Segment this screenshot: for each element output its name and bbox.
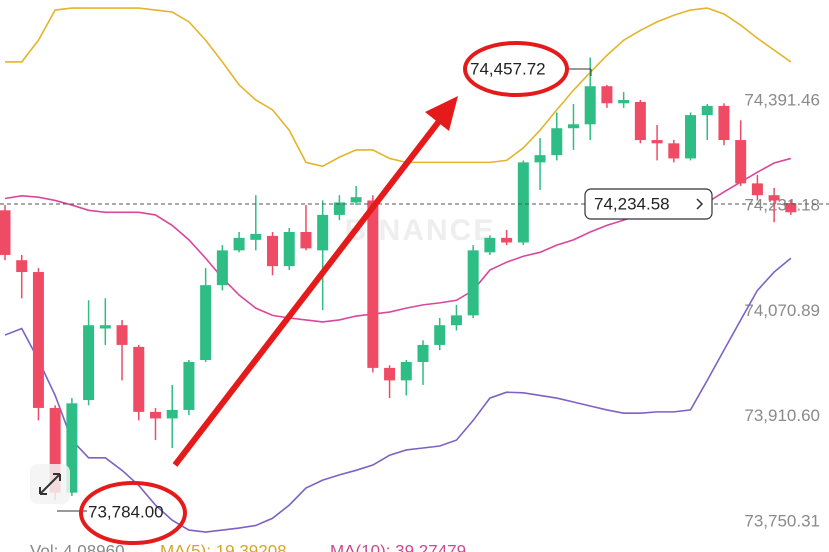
volume-text: Vol: 4.08960	[30, 541, 125, 552]
candle-body	[434, 325, 446, 345]
candle-body	[166, 409, 178, 419]
candle-body	[66, 403, 78, 493]
arrow-head	[425, 96, 458, 131]
candle-body	[233, 237, 245, 251]
candle-body	[534, 155, 546, 163]
chevron[interactable]	[696, 198, 704, 210]
candle-body	[450, 315, 462, 326]
candle-body	[718, 105, 730, 141]
candle-body	[785, 203, 797, 213]
candle-body	[133, 346, 145, 412]
candle-body	[183, 361, 195, 410]
candle-body	[417, 344, 429, 362]
y-tick-label: 74,231.18	[744, 196, 820, 215]
candle-body	[149, 411, 161, 419]
last-price-label[interactable]: 74,234.58	[594, 195, 670, 214]
volume-ma5: MA(5): 19.39208	[160, 541, 287, 552]
candle-body	[200, 285, 212, 361]
band-line	[5, 7, 792, 168]
candle-body	[300, 231, 312, 249]
candle-body	[16, 260, 28, 273]
lowest-label: 73,784.00	[88, 502, 164, 521]
candle-body	[685, 115, 697, 159]
candle-body	[32, 272, 44, 408]
candle-body	[735, 140, 747, 184]
y-tick-label: 73,910.60	[744, 406, 820, 425]
candle-body	[49, 407, 61, 493]
candle-body	[584, 86, 596, 125]
y-tick-label: 73,750.31	[744, 511, 820, 530]
candle-body	[0, 210, 11, 255]
candle-body	[467, 250, 479, 316]
expand-icon[interactable]	[39, 473, 61, 495]
candle-body	[634, 101, 646, 141]
candle-body	[99, 325, 111, 329]
trend-arrow	[172, 118, 443, 467]
candle-body	[333, 202, 345, 215]
candle-body	[567, 124, 579, 129]
candle-body	[116, 325, 128, 345]
highest-label: 74,457.72	[470, 59, 546, 78]
candle-body	[484, 237, 496, 253]
highlight-circle	[463, 41, 569, 97]
candle-body	[501, 237, 513, 243]
volume-ma10: MA(10): 39.27479	[330, 541, 466, 552]
candle-body	[350, 197, 362, 203]
candle-body	[216, 250, 228, 286]
candle-body	[768, 195, 780, 201]
candle-body	[83, 325, 95, 401]
candle-body	[367, 200, 379, 368]
last-price-frame[interactable]	[584, 188, 713, 220]
candle-body	[601, 86, 613, 104]
candle-body	[668, 143, 680, 159]
candle-body	[701, 105, 713, 116]
candle-body	[267, 235, 279, 267]
candle-body	[283, 231, 295, 267]
expand-button[interactable]	[30, 464, 70, 504]
y-tick-label: 74,391.46	[744, 90, 820, 109]
candle-body	[618, 99, 630, 104]
candle-body	[517, 162, 529, 243]
candle-body	[751, 183, 763, 196]
candle-body	[384, 367, 396, 381]
band-line	[4, 257, 792, 533]
candle-body	[250, 233, 262, 240]
candle-body	[400, 361, 412, 381]
y-tick-label: 74,070.89	[744, 301, 820, 320]
candle-body	[551, 128, 563, 156]
last-price-box[interactable]: 74,234.58	[584, 188, 713, 220]
candle-body	[317, 214, 329, 251]
candle-body	[651, 140, 663, 144]
highlight-circle	[79, 481, 187, 545]
